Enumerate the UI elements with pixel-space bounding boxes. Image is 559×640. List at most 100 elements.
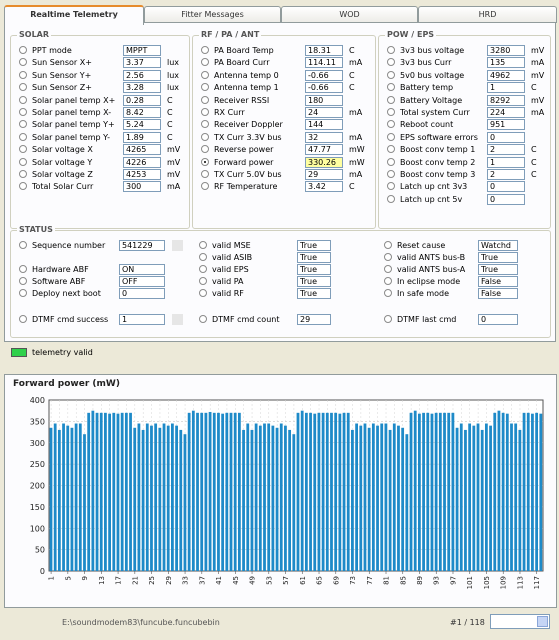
row-receiver-doppler[interactable]: Receiver Doppler 144 [201, 119, 371, 131]
radio-receiver-doppler[interactable] [201, 120, 209, 129]
page-scroller[interactable] [490, 614, 550, 629]
row-battery-temp[interactable]: Battery temp 1 C [387, 82, 557, 94]
radio-antenna-temp-1[interactable] [201, 83, 209, 92]
row-battery-voltage[interactable]: Battery Voltage 8292 mV [387, 94, 557, 107]
radio-receiver-rssi[interactable] [201, 95, 209, 104]
status-row-valid-ants-bus-a[interactable]: valid ANTS bus-A True [384, 264, 544, 276]
radio-valid-eps[interactable] [199, 265, 207, 273]
row-total-system-curr[interactable]: Total system Curr 224 mA [387, 107, 557, 119]
radio-latch-up-cnt-3v3[interactable] [387, 182, 395, 191]
row-3v3-bus-curr[interactable]: 3v3 bus Curr 135 mA [387, 57, 557, 69]
radio-forward-power[interactable] [201, 157, 209, 166]
radio-pa-board-temp[interactable] [201, 46, 209, 54]
status-row-dtmf-cmd-count[interactable]: DTMF cmd count 29 [199, 314, 359, 326]
status-row-valid-rf[interactable]: valid RF True [199, 288, 359, 300]
radio-ppt-mode[interactable] [19, 46, 27, 54]
radio-eps-software-errors[interactable] [387, 132, 395, 141]
radio-reboot-count[interactable] [387, 120, 395, 129]
radio-tx-curr-3-3v-bus[interactable] [201, 132, 209, 141]
row-solar-panel-temp-x[interactable]: Solar panel temp X- 8.42 C [19, 107, 189, 119]
radio-valid-mse[interactable] [199, 241, 207, 249]
radio-dtmf-last-cmd[interactable] [384, 315, 392, 323]
radio-total-system-curr[interactable] [387, 108, 395, 116]
radio-solar-panel-temp-y[interactable] [19, 132, 27, 141]
status-row-valid-eps[interactable]: valid EPS True [199, 264, 359, 276]
status-row-in-eclipse-mode[interactable]: In eclipse mode False [384, 276, 544, 288]
radio-solar-voltage-y[interactable] [19, 157, 27, 166]
row-solar-voltage-z[interactable]: Solar voltage Z 4253 mV [19, 169, 189, 181]
radio-deploy-next-boot[interactable] [19, 289, 27, 297]
tab-wod[interactable]: WOD [281, 6, 418, 23]
row-latch-up-cnt-3v3[interactable]: Latch up cnt 3v3 0 [387, 181, 557, 193]
radio-solar-panel-temp-y[interactable] [19, 120, 27, 129]
radio-rx-curr[interactable] [201, 108, 209, 116]
row-ppt-mode[interactable]: PPT mode MPPT [19, 45, 189, 57]
row-forward-power[interactable]: Forward power 330.26 mW [201, 156, 371, 169]
radio-sun-sensor-z[interactable] [19, 83, 27, 92]
radio-boost-conv-temp-1[interactable] [387, 145, 395, 154]
status-row-dtmf-last-cmd[interactable]: DTMF last cmd 0 [384, 314, 544, 326]
tab-hrd[interactable]: HRD [418, 6, 557, 23]
row-solar-voltage-x[interactable]: Solar voltage X 4265 mV [19, 144, 189, 156]
status-row-valid-mse[interactable]: valid MSE True [199, 240, 359, 252]
status-row-sequence-number[interactable]: Sequence number 541229 [19, 240, 183, 252]
row-antenna-temp-1[interactable]: Antenna temp 1 -0.66 C [201, 82, 371, 94]
radio-3v3-bus-curr[interactable] [387, 58, 395, 67]
row-eps-software-errors[interactable]: EPS software errors 0 [387, 131, 557, 144]
radio-pa-board-curr[interactable] [201, 58, 209, 67]
row-latch-up-cnt-5v[interactable]: Latch up cnt 5v 0 [387, 193, 557, 206]
status-row-valid-asib[interactable]: valid ASIB True [199, 252, 359, 264]
status-row-valid-ants-bus-b[interactable]: valid ANTS bus-B True [384, 252, 544, 264]
row-3v3-bus-voltage[interactable]: 3v3 bus voltage 3280 mV [387, 45, 557, 57]
radio-valid-asib[interactable] [199, 253, 207, 261]
radio-solar-voltage-z[interactable] [19, 170, 27, 178]
radio-sun-sensor-x[interactable] [19, 58, 27, 67]
radio-valid-ants-bus-a[interactable] [384, 265, 392, 273]
tab-realtime-telemetry[interactable]: Realtime Telemetry [4, 5, 144, 25]
row-receiver-rssi[interactable]: Receiver RSSI 180 [201, 94, 371, 107]
radio-battery-temp[interactable] [387, 83, 395, 92]
row-solar-panel-temp-y[interactable]: Solar panel temp Y+ 5.24 C [19, 119, 189, 131]
radio-3v3-bus-voltage[interactable] [387, 46, 395, 54]
radio-solar-panel-temp-x[interactable] [19, 108, 27, 116]
status-row-deploy-next-boot[interactable]: Deploy next boot 0 [19, 288, 179, 300]
radio-tx-curr-5-0v-bus[interactable] [201, 170, 209, 178]
row-reverse-power[interactable]: Reverse power 47.77 mW [201, 144, 371, 156]
tab-fitter-messages[interactable]: Fitter Messages [144, 6, 281, 23]
row-tx-curr-5-0v-bus[interactable]: TX Curr 5.0V bus 29 mA [201, 169, 371, 181]
row-solar-voltage-y[interactable]: Solar voltage Y 4226 mV [19, 156, 189, 169]
row-rx-curr[interactable]: RX Curr 24 mA [201, 107, 371, 119]
row-sun-sensor-z[interactable]: Sun Sensor Z+ 3.28 lux [19, 82, 189, 94]
row-solar-panel-temp-x[interactable]: Solar panel temp X+ 0.28 C [19, 94, 189, 107]
radio-sequence-number[interactable] [19, 241, 27, 249]
scroll-arrow-icon[interactable] [537, 616, 548, 627]
radio-latch-up-cnt-5v[interactable] [387, 194, 395, 203]
radio-hardware-abf[interactable] [19, 265, 27, 273]
radio-rf-temperature[interactable] [201, 182, 209, 191]
status-row-valid-pa[interactable]: valid PA True [199, 276, 359, 288]
row-tx-curr-3-3v-bus[interactable]: TX Curr 3.3V bus 32 mA [201, 131, 371, 144]
radio-valid-ants-bus-b[interactable] [384, 253, 392, 261]
status-row-dtmf-cmd-success[interactable]: DTMF cmd success 1 [19, 314, 183, 326]
row-pa-board-curr[interactable]: PA Board Curr 114.11 mA [201, 57, 371, 69]
status-row-in-safe-mode[interactable]: In safe mode False [384, 288, 544, 300]
radio-total-solar-curr[interactable] [19, 182, 27, 191]
radio-dtmf-cmd-success[interactable] [19, 315, 27, 323]
row-solar-panel-temp-y[interactable]: Solar panel temp Y- 1.89 C [19, 131, 189, 144]
status-row-software-abf[interactable]: Software ABF OFF [19, 276, 179, 288]
radio-boost-conv-temp-3[interactable] [387, 170, 395, 178]
radio-solar-panel-temp-x[interactable] [19, 95, 27, 104]
radio-solar-voltage-x[interactable] [19, 145, 27, 154]
radio-battery-voltage[interactable] [387, 95, 395, 104]
radio-5v0-bus-voltage[interactable] [387, 70, 395, 79]
row-rf-temperature[interactable]: RF Temperature 3.42 C [201, 181, 371, 193]
radio-valid-rf[interactable] [199, 289, 207, 297]
radio-antenna-temp-0[interactable] [201, 70, 209, 79]
status-row-reset-cause[interactable]: Reset cause Watchd [384, 240, 544, 252]
row-pa-board-temp[interactable]: PA Board Temp 18.31 C [201, 45, 371, 57]
radio-boost-conv-temp-2[interactable] [387, 157, 395, 166]
row-total-solar-curr[interactable]: Total Solar Curr 300 mA [19, 181, 189, 193]
